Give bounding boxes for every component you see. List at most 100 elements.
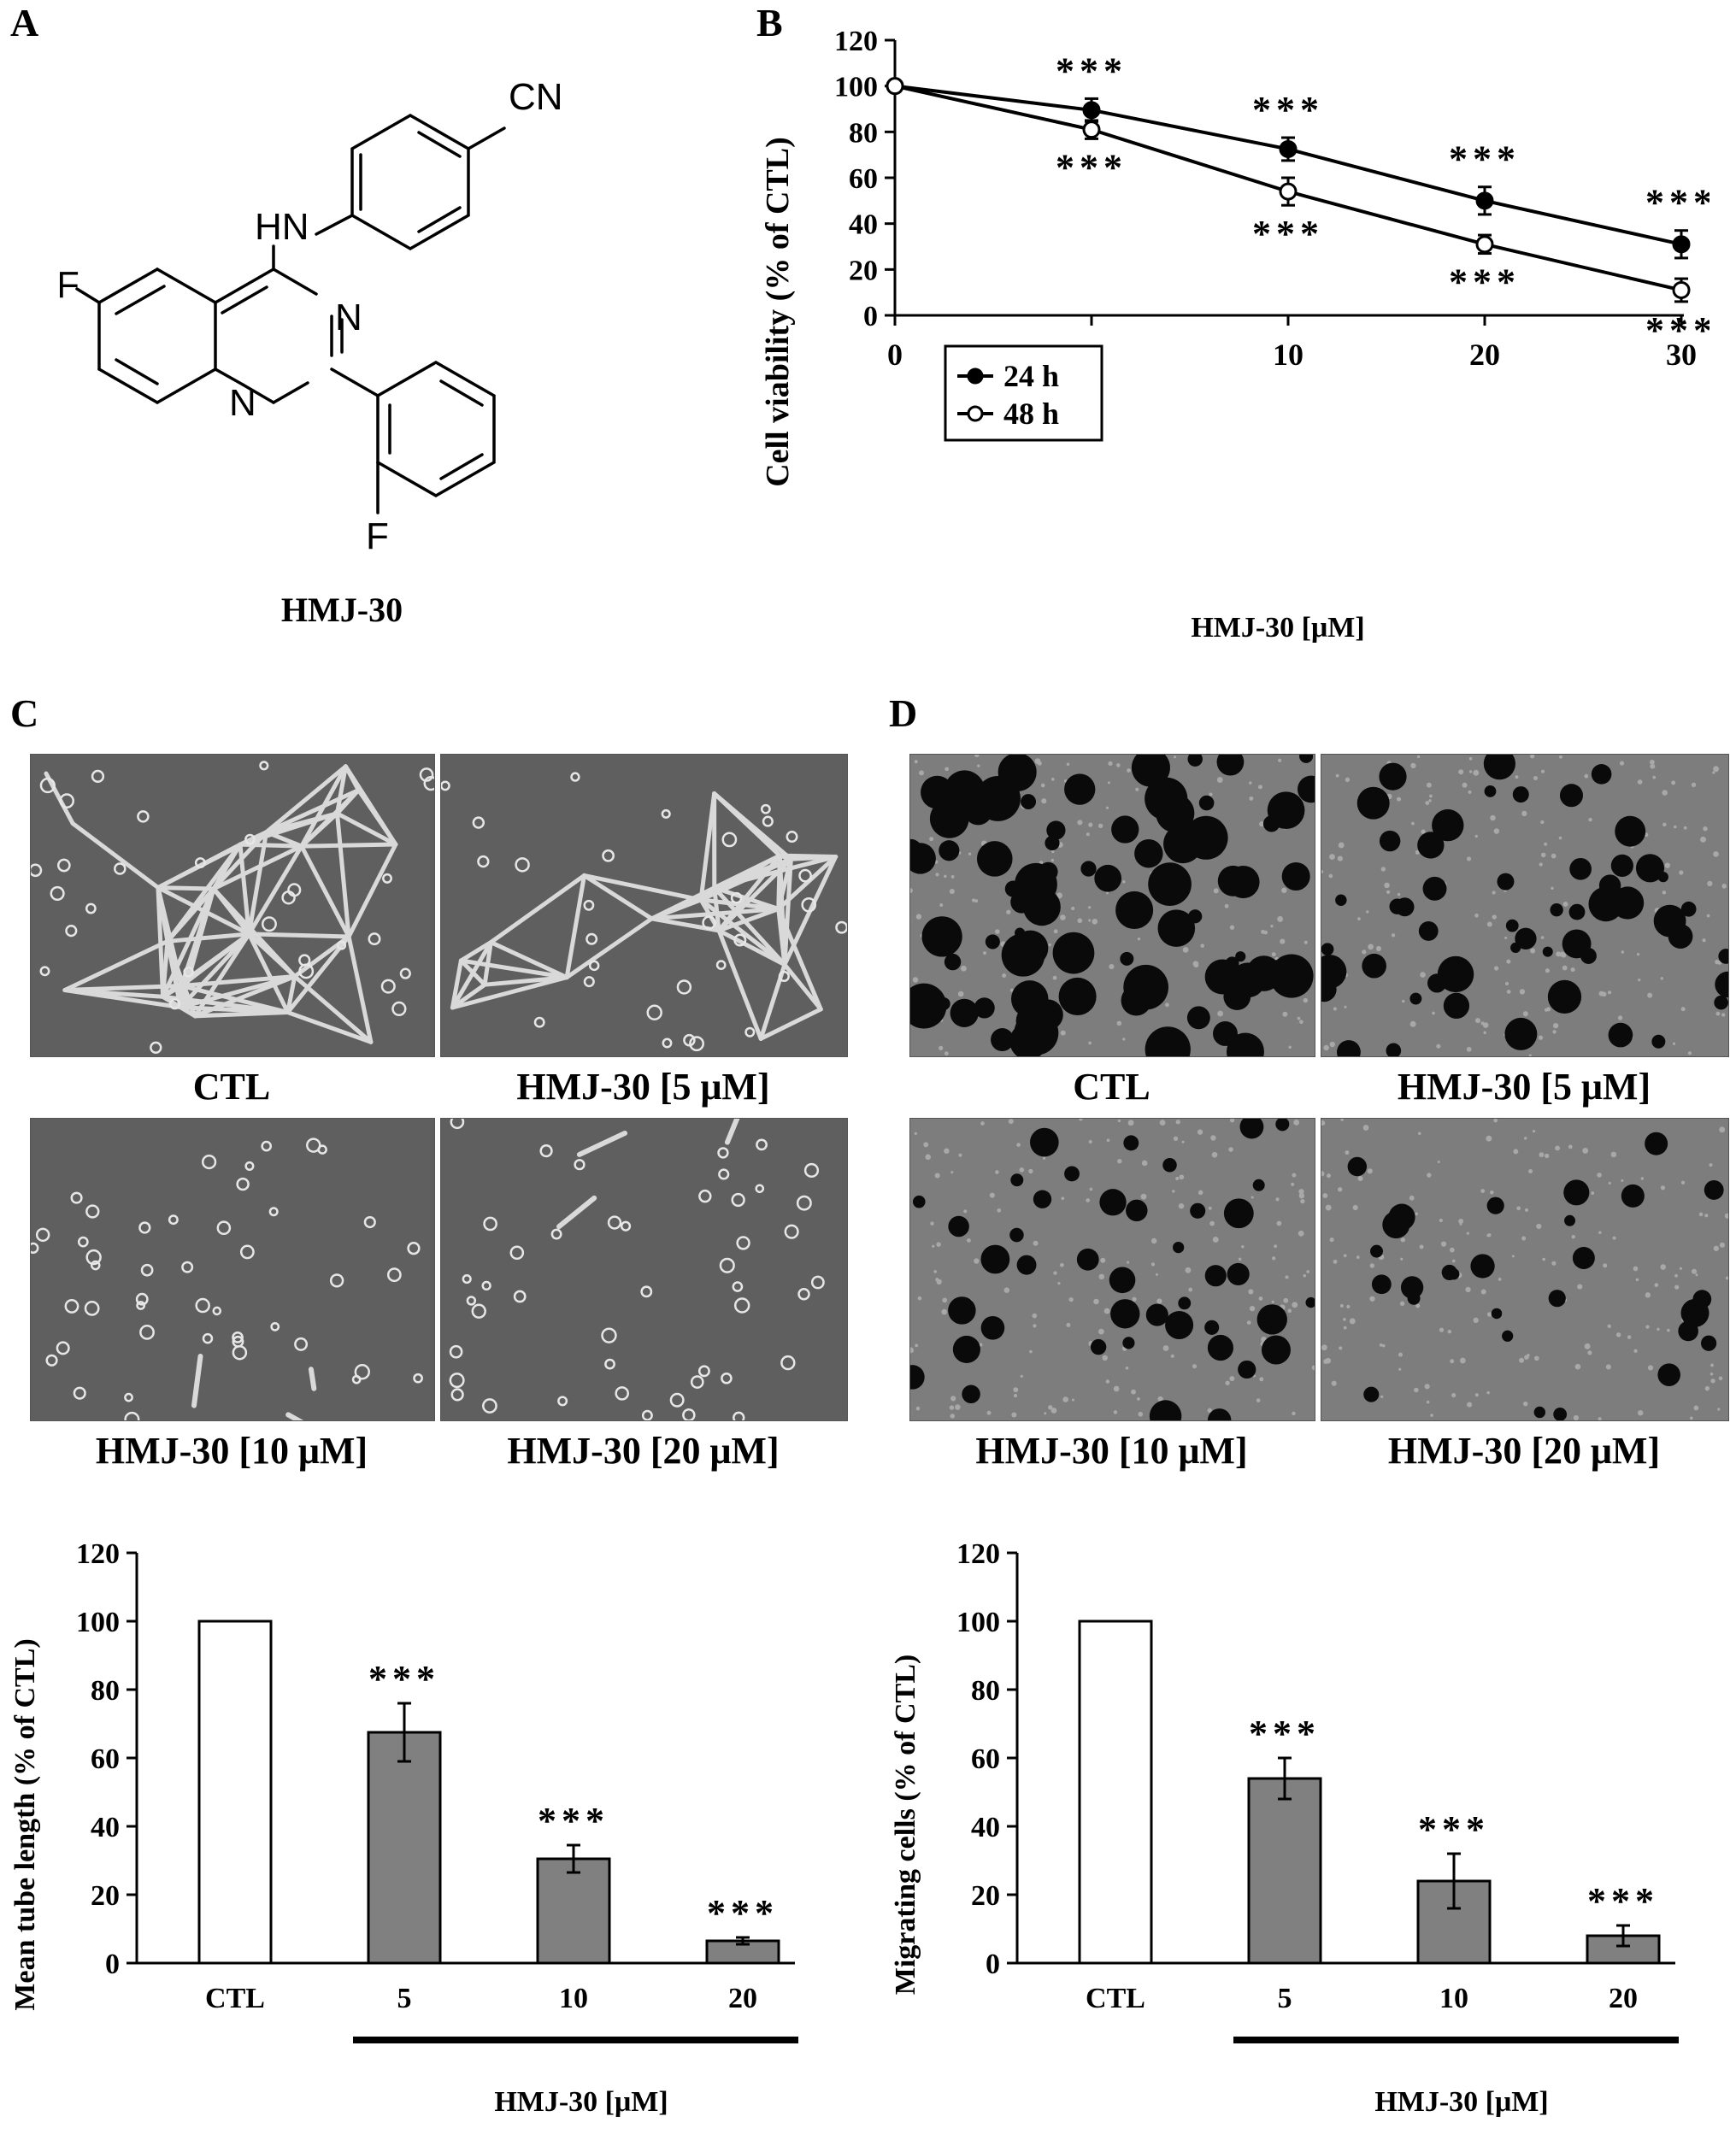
migrated-cell: [1198, 795, 1215, 811]
membrane-pore: [1451, 1393, 1456, 1398]
cell-blob: [114, 862, 127, 875]
membrane-pore: [923, 1142, 929, 1148]
tube-segment: [246, 844, 304, 937]
membrane-pore: [949, 1405, 955, 1410]
membrane-pore: [935, 1278, 939, 1282]
micro-background: [441, 1119, 847, 1420]
cell-blob: [138, 1221, 151, 1234]
cell-blob: [810, 1275, 825, 1290]
cell-blob: [689, 1036, 704, 1052]
tube-segment: [649, 906, 781, 921]
membrane-pore: [1627, 1335, 1632, 1339]
membrane-pore: [1088, 919, 1092, 922]
migrated-cell: [1388, 1203, 1415, 1231]
membrane-pore: [1127, 1261, 1130, 1264]
migrated-cell: [1004, 880, 1022, 897]
membrane-pore: [1391, 933, 1396, 938]
tube-segment: [556, 1195, 597, 1230]
membrane-pore: [1325, 1204, 1332, 1211]
membrane-pore: [1515, 775, 1519, 779]
membrane-pore: [1311, 1365, 1315, 1371]
membrane-pore: [1261, 929, 1266, 934]
cell-blob: [124, 1411, 140, 1420]
membrane-pore: [1704, 1214, 1709, 1218]
membrane-pore: [1635, 1278, 1639, 1282]
membrane-pore: [1724, 1213, 1728, 1219]
tube-segment: [758, 1007, 823, 1041]
viability-point: [1672, 235, 1691, 254]
membrane-pore: [1524, 1355, 1529, 1360]
membrane-pore: [930, 1221, 934, 1226]
cell-blob: [574, 1159, 586, 1171]
tube-segment: [758, 962, 787, 1041]
cell-blob: [604, 1358, 615, 1370]
cell-blob: [721, 1373, 733, 1384]
cell-blob: [262, 916, 277, 932]
membrane-pore: [1188, 1287, 1193, 1292]
cell-blob: [607, 1215, 622, 1230]
membrane-pore: [1608, 1181, 1611, 1185]
membrane-pore: [1280, 938, 1286, 944]
membrane-pore: [1486, 921, 1492, 927]
migrated-cell: [1486, 1196, 1504, 1214]
membrane-pore: [1447, 1329, 1452, 1334]
membrane-pore: [1555, 1145, 1561, 1151]
tube-segment: [285, 973, 297, 1015]
migration-significance: ***: [1587, 1880, 1659, 1922]
membrane-pore: [1725, 1276, 1728, 1280]
migrated-cell: [1680, 901, 1697, 917]
tube-segment: [458, 958, 569, 980]
membrane-pore: [968, 852, 972, 855]
migrated-cell: [1371, 1274, 1392, 1295]
membrane-pore: [1612, 1236, 1616, 1240]
migrated-cell: [1588, 886, 1624, 922]
cell-blob: [602, 849, 615, 862]
membrane-pore: [1721, 884, 1727, 889]
migrated-cell: [1336, 1040, 1361, 1056]
migration-ylabel: Migrating cells (% of CTL): [890, 1655, 921, 1996]
membrane-pore: [1692, 1268, 1698, 1274]
migrated-cell: [1483, 755, 1515, 780]
membrane-pore: [1057, 1281, 1061, 1285]
migrated-cell: [974, 997, 995, 1019]
tube-segment: [192, 1010, 291, 1019]
tube-y-tick-label: 120: [76, 1538, 120, 1570]
membrane-pore: [1562, 901, 1568, 907]
migrated-cell: [1484, 785, 1497, 797]
membrane-pore: [1150, 1262, 1156, 1267]
membrane-pore: [1210, 1135, 1216, 1141]
panel-letter-d: D: [889, 691, 918, 735]
membrane-pore: [958, 1153, 962, 1157]
tube-segment: [698, 897, 787, 967]
membrane-pore: [1338, 842, 1345, 849]
cell-blob: [35, 1227, 50, 1243]
membrane-pore: [1519, 1357, 1525, 1363]
membrane-pore: [1343, 1254, 1347, 1258]
migrated-cell: [1692, 1290, 1712, 1309]
membrane-pore: [1321, 1120, 1326, 1126]
migrated-cell: [980, 1316, 1005, 1340]
migrated-cell: [1094, 864, 1122, 892]
membrane-pore: [1297, 1016, 1301, 1020]
tube-segment: [299, 788, 361, 849]
nitrile-label: CN: [509, 76, 563, 118]
membrane-pore: [912, 977, 919, 983]
tube-y-tick-label: 40: [91, 1812, 120, 1843]
membrane-pore: [1116, 763, 1121, 767]
membrane-pore: [1397, 892, 1401, 897]
migrated-cell: [1009, 1022, 1048, 1056]
membrane-pore: [1637, 779, 1643, 785]
cell-blob: [329, 1273, 344, 1288]
membrane-pore: [1037, 761, 1042, 766]
migrated-cell: [1123, 1135, 1139, 1151]
cell-blob: [65, 925, 78, 938]
cell-blob: [835, 920, 847, 934]
cell-blob: [796, 1195, 812, 1211]
tube-segment: [698, 897, 781, 911]
membrane-pore: [1439, 1218, 1444, 1223]
migrated-cell: [1227, 865, 1260, 899]
membrane-pore: [1718, 1376, 1723, 1381]
membrane-pore: [955, 1404, 961, 1410]
membrane-pore: [910, 1347, 915, 1354]
membrane-pore: [1224, 903, 1229, 908]
